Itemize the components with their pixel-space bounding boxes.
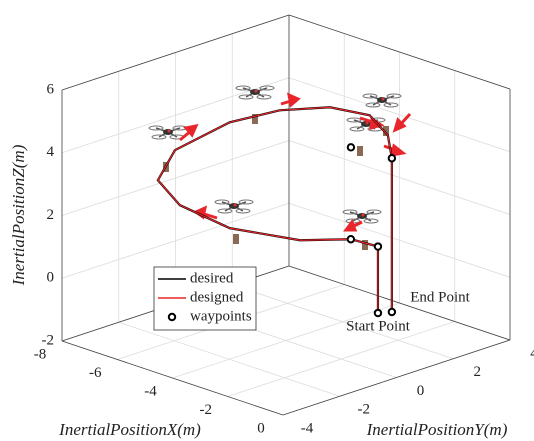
waypoint — [348, 144, 354, 150]
y-tick-label: 2 — [474, 364, 482, 380]
drone-light — [382, 98, 385, 101]
pillar — [233, 234, 239, 244]
y-axis-label: InertialPositionY(m) — [366, 420, 508, 439]
drone-light — [234, 204, 237, 207]
legend-label: designed — [190, 289, 244, 305]
z-tick-label: 0 — [47, 270, 55, 286]
y-tick-label: 4 — [530, 345, 534, 361]
drone-icon — [215, 200, 253, 213]
x-tick-label: -6 — [89, 365, 102, 381]
z-tick-label: -2 — [42, 332, 55, 348]
arrow-head — [289, 95, 298, 105]
waypoint — [389, 309, 395, 315]
drones — [149, 86, 401, 223]
legend-label: waypoints — [190, 308, 252, 324]
drone-light — [168, 130, 171, 133]
waypoint — [389, 155, 395, 161]
waypoint — [375, 243, 381, 249]
x-tick-label: 0 — [257, 420, 265, 436]
drone-icon — [363, 94, 401, 107]
z-tick-label: 6 — [47, 81, 55, 97]
annotation: End Point — [410, 289, 470, 305]
waypoint — [375, 310, 381, 316]
arrow-head — [392, 146, 403, 155]
legend-label: desired — [190, 270, 234, 286]
annotation: Start Point — [346, 318, 411, 334]
drone-icon — [343, 210, 381, 223]
waypoint — [348, 236, 354, 242]
pillar — [357, 146, 363, 156]
drone-light — [362, 214, 365, 217]
legend-marker — [169, 314, 175, 320]
grid-layer — [62, 15, 510, 415]
drone-light — [255, 90, 258, 93]
y-tick-label: -4 — [301, 420, 314, 436]
x-axis-label: InertialPositionX(m) — [58, 420, 201, 439]
legend: desired designed waypoints — [154, 267, 256, 330]
y-tick-label: 0 — [417, 383, 425, 399]
z-tick-label: 4 — [47, 144, 55, 160]
x-tick-label: -4 — [144, 383, 157, 399]
y-tick-label: -2 — [358, 402, 371, 418]
x-tick-label: -8 — [34, 346, 47, 362]
drone-icon — [236, 86, 274, 99]
z-tick-label: 2 — [47, 207, 55, 223]
z-axis-label: InertialPositionZ(m) — [9, 144, 28, 286]
x-tick-label: -2 — [200, 402, 213, 418]
chart: Start Point End Point InertialPositionX(… — [0, 0, 534, 441]
